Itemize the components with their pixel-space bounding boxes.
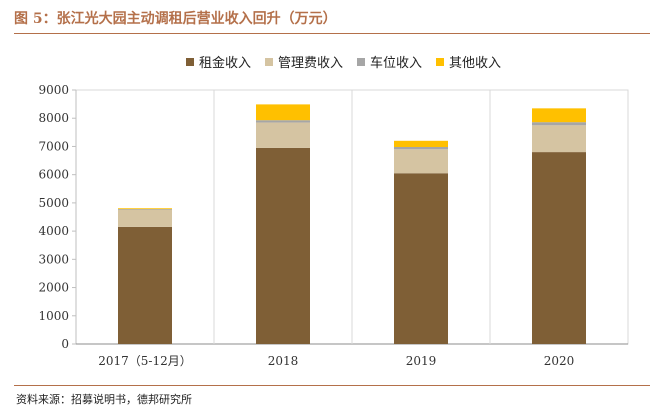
y-tick-label: 6000	[38, 168, 69, 182]
legend-label-other: 其他收入	[449, 56, 502, 71]
legend-label-management: 管理费收入	[278, 56, 344, 71]
plot-area: 0 1000 2000 3000 4000 5000 6000 7000 8000 9000 201…	[38, 83, 629, 368]
y-tick-label: 1000	[38, 309, 69, 323]
legend-swatch-other	[436, 57, 445, 66]
bar-parking-1	[256, 120, 310, 123]
x-tick-label: 2018	[268, 354, 299, 368]
bar-parking-3	[532, 122, 586, 126]
source-divider	[14, 385, 650, 386]
legend-item-parking: 车位收入	[357, 52, 422, 71]
bar-other-0	[118, 208, 172, 210]
y-tick-label: 8000	[38, 111, 69, 125]
bar-rent-2	[394, 173, 448, 344]
chart-legend: 租金收入 管理费收入 车位收入 其他收入	[186, 52, 501, 71]
bar-management-0	[118, 209, 172, 227]
bar-rent-3	[532, 152, 586, 344]
legend-item-rent: 租金收入	[186, 52, 251, 71]
bar-rent-1	[256, 147, 310, 344]
x-tick-label: 2019	[406, 354, 437, 368]
bar-parking-2	[394, 147, 448, 150]
bar-other-1	[256, 104, 310, 121]
figure-title: 图 5：张江光大园主动调租后营业收入回升（万元）	[14, 11, 337, 27]
y-tick-label: 0	[61, 337, 69, 351]
x-tick-label: 2017（5-12月）	[98, 354, 192, 368]
bar-management-3	[532, 125, 586, 153]
source-note: 资料来源：招募说明书，德邦研究所	[16, 393, 192, 406]
y-tick-label: 3000	[38, 252, 69, 266]
legend-label-rent: 租金收入	[199, 56, 252, 71]
legend-swatch-management	[265, 57, 274, 66]
bar-rent-0	[118, 226, 172, 344]
legend-swatch-parking	[357, 57, 366, 66]
bar-management-2	[394, 149, 448, 174]
legend-label-parking: 车位收入	[370, 56, 423, 71]
bar-management-1	[256, 122, 310, 148]
title-divider	[14, 33, 650, 34]
y-tick-label: 5000	[38, 196, 69, 210]
y-tick-label: 7000	[38, 139, 69, 153]
legend-item-management: 管理费收入	[265, 52, 343, 71]
bar-parking-0	[118, 209, 172, 210]
legend-item-other: 其他收入	[436, 52, 501, 71]
bar-other-3	[532, 108, 586, 123]
y-tick-label: 2000	[38, 281, 69, 295]
y-tick-label: 9000	[38, 83, 69, 97]
x-tick-label: 2020	[544, 354, 575, 368]
bar-other-2	[394, 140, 448, 148]
legend-swatch-rent	[186, 57, 194, 66]
y-tick-label: 4000	[38, 224, 69, 238]
